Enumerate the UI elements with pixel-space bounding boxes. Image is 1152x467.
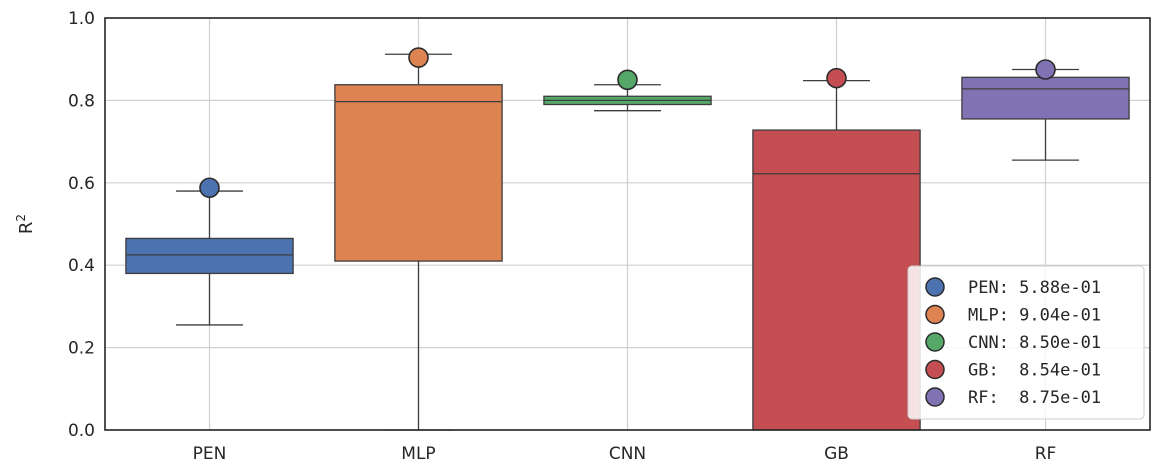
- legend-label: PEN: 5.88e-01: [968, 278, 1101, 298]
- legend-marker: [925, 277, 945, 297]
- box-mlp: [334, 47, 503, 431]
- legend-label: CNN: 8.50e-01: [968, 333, 1101, 353]
- box-gb: [752, 67, 921, 431]
- legend-marker: [925, 304, 945, 325]
- x-tick-label: GB: [824, 444, 849, 464]
- box-iqr: [961, 76, 1130, 120]
- x-axis-ticks: PEN MLP CNN GB RF: [193, 444, 1057, 464]
- legend: PEN: 5.88e-01 MLP: 9.04e-01 CNN: 8.50e-01 G…: [907, 265, 1145, 420]
- y-axis-ticks: 0.0 0.2 0.4 0.6 0.8 1.0: [68, 9, 95, 441]
- legend-item: PEN: 5.88e-01: [925, 277, 1101, 298]
- x-tick-label: MLP: [401, 444, 435, 464]
- legend-label: MLP: 9.04e-01: [968, 306, 1101, 326]
- box-iqr: [334, 84, 503, 262]
- y-axis-label-base: R: [16, 222, 37, 235]
- x-tick-label: RF: [1035, 444, 1057, 464]
- plot-frame: [104, 17, 1151, 431]
- y-tick-label: 0.8: [68, 91, 95, 111]
- y-tick-label: 0.2: [68, 339, 95, 359]
- box-iqr: [752, 129, 921, 431]
- axes: [104, 17, 1151, 431]
- y-tick-label: 1.0: [68, 9, 95, 29]
- best-score-marker: [408, 47, 429, 68]
- legend-label: RF: 8.75e-01: [968, 388, 1101, 408]
- y-axis-label-superscript: 2: [14, 214, 28, 222]
- legend-item: CNN: 8.50e-01: [925, 332, 1101, 353]
- y-tick-label: 0.6: [68, 174, 95, 194]
- box-iqr: [125, 237, 294, 275]
- legend-marker: [925, 359, 945, 380]
- box-plot-series: [125, 47, 1130, 431]
- y-tick-label: 0.0: [68, 421, 95, 441]
- legend-item: RF: 8.75e-01: [925, 387, 1101, 408]
- legend-item: GB: 8.54e-01: [925, 359, 1101, 381]
- best-score-marker: [617, 69, 638, 91]
- legend-marker: [925, 387, 945, 407]
- best-score-marker: [826, 67, 847, 89]
- y-tick-label: 0.4: [68, 256, 95, 276]
- box-cnn: [543, 69, 712, 112]
- legend-marker: [925, 332, 945, 352]
- best-score-marker: [1035, 59, 1056, 80]
- legend-item: MLP: 9.04e-01: [925, 304, 1101, 326]
- box-rf: [961, 59, 1130, 161]
- y-axis-label: R2: [14, 214, 37, 234]
- x-tick-label: PEN: [193, 444, 227, 464]
- legend-box: [907, 265, 1145, 420]
- box-pen: [125, 177, 294, 326]
- best-score-marker: [199, 177, 220, 199]
- x-tick-label: CNN: [609, 444, 646, 464]
- legend-label: GB: 8.54e-01: [968, 361, 1101, 381]
